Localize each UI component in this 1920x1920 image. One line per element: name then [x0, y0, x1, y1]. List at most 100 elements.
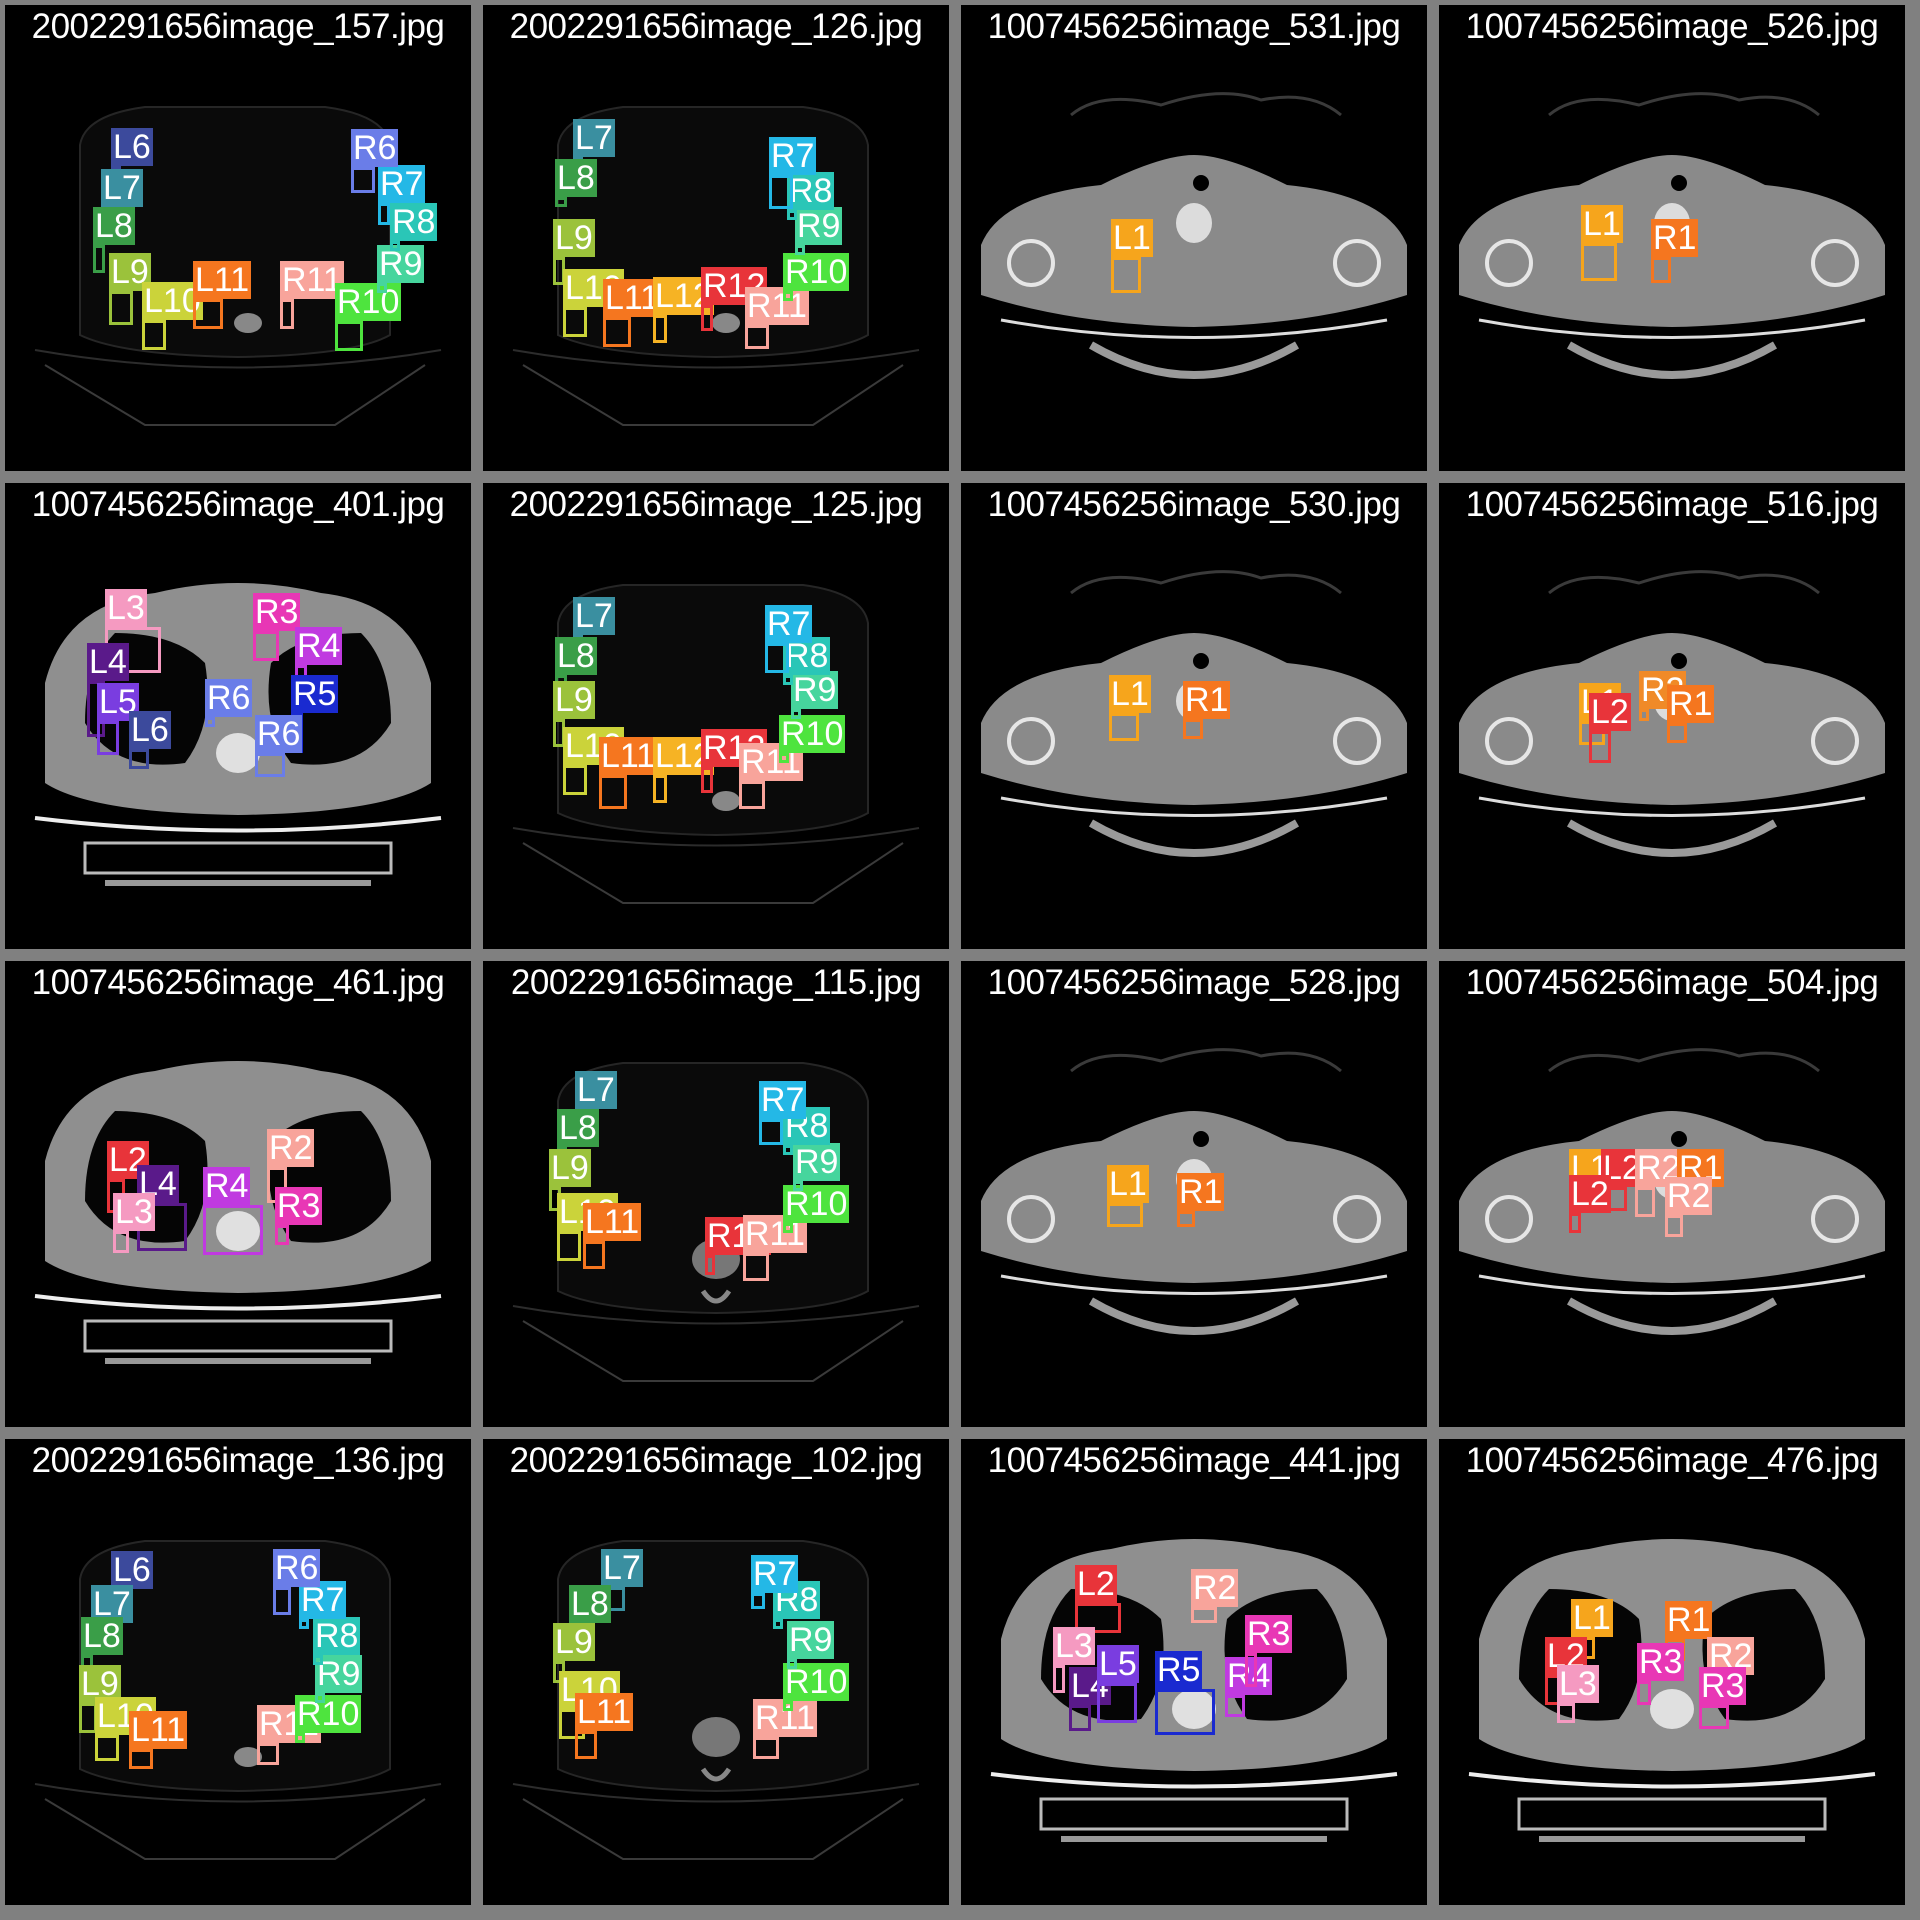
ct-scan-image [981, 92, 1407, 379]
detection-label: L7 [601, 1549, 643, 1587]
detection-box [351, 167, 375, 193]
ct-tile: 1007456256image_461.jpg L2 L4 L3 R2 R4 R3 [5, 961, 471, 1427]
detection-label: L6 [129, 711, 171, 749]
detection-label: L2 [1589, 693, 1631, 731]
tile-filename: 2002291656image_136.jpg [31, 1441, 445, 1480]
detection-label: R5 [1155, 1651, 1203, 1689]
detection-label: R9 [793, 1143, 841, 1181]
detection-label: R10 [335, 283, 402, 321]
detection-box [739, 781, 765, 809]
detection-label: L7 [575, 1071, 617, 1109]
detection-label: L5 [1097, 1645, 1139, 1683]
detection-label: L2 [1545, 1637, 1587, 1675]
detection-box [583, 1241, 605, 1269]
detection-label: L2 [1075, 1565, 1117, 1603]
detection-box [275, 1225, 289, 1245]
detection-label: L8 [555, 159, 597, 197]
detection-box [765, 643, 789, 673]
detection-label: L8 [93, 207, 135, 245]
detection-label: L8 [557, 1109, 599, 1147]
detection-label: L7 [573, 597, 615, 635]
detection-box [603, 317, 631, 347]
detection-label: L1 [1109, 675, 1151, 713]
detection-label: R9 [377, 245, 425, 283]
detection-label: R7 [759, 1081, 807, 1119]
detection-label: L1 [1107, 1165, 1149, 1203]
detection-box [299, 1619, 309, 1629]
detection-box [255, 753, 285, 777]
detection-label: R7 [769, 137, 817, 175]
tile-filename: 1007456256image_528.jpg [987, 963, 1401, 1002]
detection-label: R3 [275, 1187, 323, 1225]
detection-box [701, 305, 713, 331]
detection-label: R1 [1183, 681, 1231, 719]
detection-label: R3 [1637, 1643, 1685, 1681]
detection-label: R6 [255, 715, 303, 753]
detection-label: R8 [313, 1617, 361, 1655]
detection-box [1639, 709, 1649, 721]
detection-box [743, 1253, 769, 1281]
detection-box [793, 1181, 803, 1191]
detection-label: R8 [787, 172, 835, 210]
detection-label: R2 [1191, 1569, 1239, 1607]
detection-box [1245, 1653, 1257, 1687]
ct-tile: 1007456256image_530.jpg L1 R1 [961, 483, 1427, 949]
detection-box [769, 175, 793, 209]
tile-filename: 1007456256image_526.jpg [1465, 7, 1879, 46]
detection-label: L10 [142, 282, 203, 320]
detection-box [1069, 1705, 1091, 1731]
detection-box [783, 1223, 793, 1233]
detection-label: R10 [783, 253, 850, 291]
detection-label: R4 [295, 627, 343, 665]
ct-tile: 2002291656image_102.jpg L7 L8 L9 L10 L11 R11 R1… [483, 1439, 949, 1905]
tile-filename: 1007456256image_401.jpg [31, 485, 445, 524]
tile-filename: 1007456256image_516.jpg [1465, 485, 1879, 524]
ct-tile: 1007456256image_401.jpg L3 R3 L4 R4 L5 R5 L6 R6 R… [5, 483, 471, 949]
ct-tile: 2002291656image_125.jpg L7 L8 L9 L10 L11 L12 R1… [483, 483, 949, 949]
detection-label: L3 [113, 1193, 155, 1231]
detection-label: L9 [549, 1149, 591, 1187]
ct-scan-image [34, 1540, 442, 1860]
detection-box [95, 1735, 119, 1761]
detection-label: R1 [1651, 219, 1699, 257]
detection-box [1651, 257, 1671, 283]
detection-box [787, 210, 797, 220]
detection-label: L6 [111, 1551, 153, 1589]
detection-box [779, 753, 789, 763]
detection-box [759, 1119, 783, 1145]
detection-label: L11 [575, 1693, 634, 1731]
detection-box [377, 283, 387, 293]
detection-label: L8 [569, 1585, 611, 1623]
detection-box [193, 299, 223, 329]
detection-label: R4 [1225, 1657, 1273, 1695]
ct-tile: 1007456256image_526.jpg L1 R1 [1439, 5, 1905, 471]
detection-box [653, 315, 667, 343]
tile-filename: 1007456256image_461.jpg [31, 963, 445, 1002]
detection-label: L11 [193, 261, 252, 299]
detection-label: R1 [1667, 685, 1715, 723]
detection-label: R2 [1665, 1177, 1713, 1215]
detection-label: L1 [1581, 205, 1623, 243]
detection-label: R3 [1699, 1667, 1747, 1705]
detection-label: L11 [129, 1711, 188, 1749]
tile-filename: 2002291656image_126.jpg [509, 7, 923, 46]
detection-label: R10 [783, 1185, 850, 1223]
ct-tile: 1007456256image_528.jpg L1 R1 [961, 961, 1427, 1427]
detection-label: R6 [351, 129, 399, 167]
detection-box [257, 1743, 279, 1765]
detection-label: L2 [1569, 1175, 1611, 1213]
detection-box [280, 299, 294, 329]
ct-tile: 1007456256image_476.jpg L1 R1 L2 L3 R3 R2 R3 [1439, 1439, 1905, 1905]
detection-label: L11 [599, 737, 658, 775]
detection-box [1107, 1203, 1143, 1227]
detection-label: R8 [783, 637, 831, 675]
detection-box [390, 241, 400, 251]
detection-label: L9 [553, 1623, 595, 1661]
tile-filename: 1007456256image_531.jpg [987, 7, 1401, 46]
detection-label: R9 [791, 671, 839, 709]
detection-label: L6 [111, 128, 153, 166]
detection-box [791, 709, 801, 719]
detection-box [1155, 1689, 1215, 1735]
detection-box [1097, 1683, 1137, 1723]
